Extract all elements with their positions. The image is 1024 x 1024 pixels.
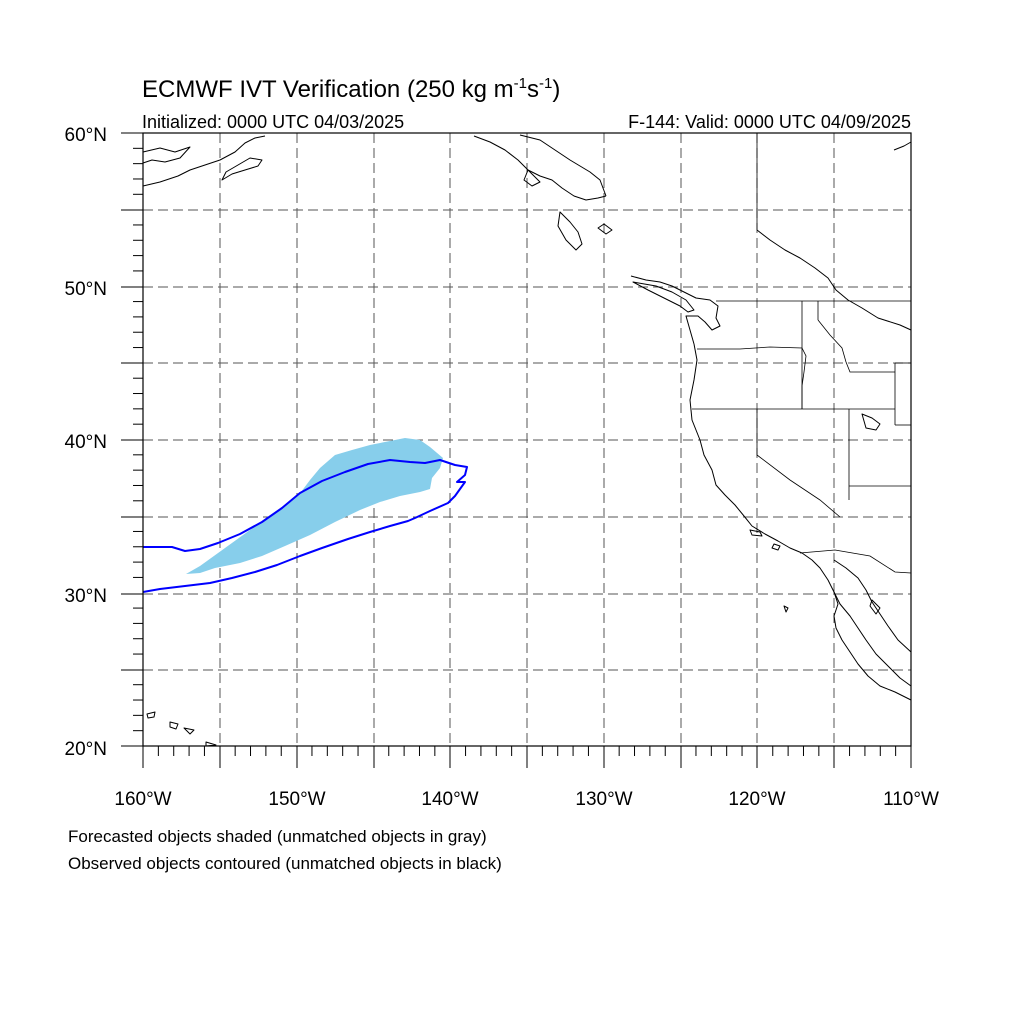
lon-label-150w: 150°W bbox=[268, 789, 325, 810]
tick-marks bbox=[121, 132, 912, 768]
footer-note-forecast: Forecasted objects shaded (unmatched obj… bbox=[68, 827, 487, 846]
lon-label-160w: 160°W bbox=[114, 789, 171, 810]
lat-label-30n: 30°N bbox=[65, 586, 107, 607]
lat-label-50n: 50°N bbox=[65, 279, 107, 300]
footer-note-observed: Observed objects contoured (unmatched ob… bbox=[68, 854, 502, 873]
lon-label-120w: 120°W bbox=[728, 789, 785, 810]
observed-object-contour bbox=[142, 459, 468, 593]
title: ECMWF IVT Verification (250 kg m-1s-1) bbox=[142, 75, 560, 103]
lat-label-40n: 40°N bbox=[65, 432, 107, 453]
valid-label: F-144: Valid: 0000 UTC 04/09/2025 bbox=[628, 112, 911, 132]
longitude-labels: 160°W 150°W 140°W 130°W 120°W 110°W bbox=[114, 789, 939, 810]
minor-tick-marks bbox=[133, 147, 897, 756]
latitude-labels: 60°N 50°N 40°N 30°N 20°N bbox=[65, 125, 107, 760]
political-borders bbox=[692, 133, 912, 574]
coastlines bbox=[142, 134, 912, 747]
lat-label-20n: 20°N bbox=[65, 739, 107, 760]
lon-label-110w: 110°W bbox=[883, 789, 939, 810]
lon-label-140w: 140°W bbox=[421, 789, 478, 810]
initialized-label: Initialized: 0000 UTC 04/03/2025 bbox=[142, 112, 404, 132]
lat-label-60n: 60°N bbox=[65, 125, 107, 146]
forecast-object-shaded bbox=[186, 438, 443, 574]
lon-label-130w: 130°W bbox=[575, 789, 632, 810]
gridlines bbox=[143, 133, 911, 746]
